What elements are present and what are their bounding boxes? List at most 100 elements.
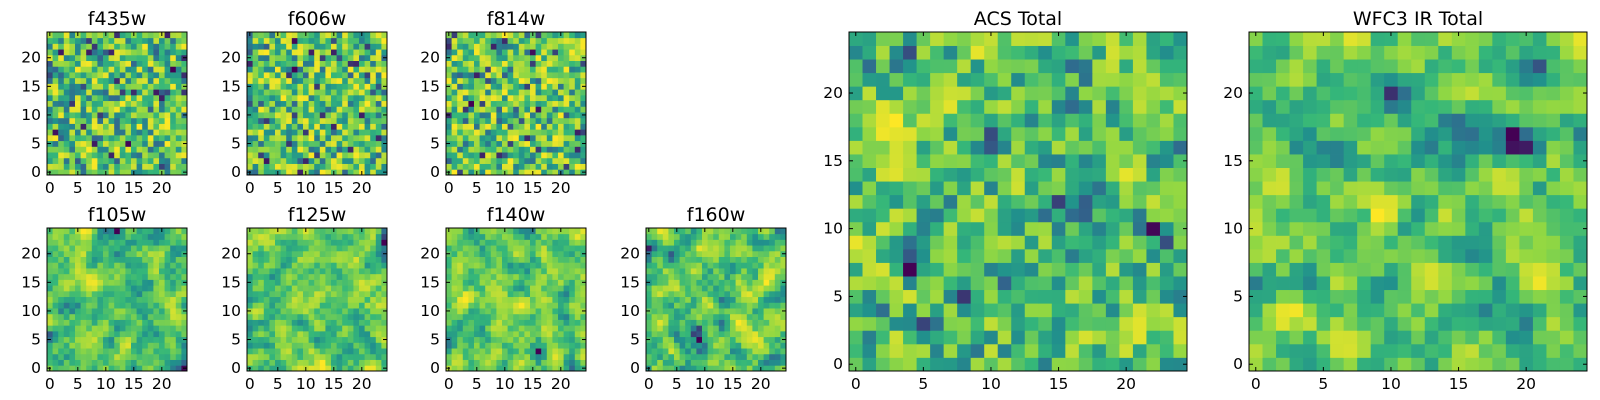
heatmap-cell	[275, 302, 281, 309]
heatmap-cell	[530, 43, 536, 50]
heatmap-cell	[125, 290, 132, 298]
heatmap-cell	[769, 330, 776, 338]
heatmap-cell	[159, 342, 165, 349]
heatmap-cell	[780, 228, 787, 235]
heatmap-cell	[170, 117, 177, 124]
heatmap-cell	[147, 353, 154, 360]
x-tick-label-f160w: 15	[723, 375, 743, 393]
heatmap-cell	[657, 325, 664, 332]
heatmap-cell	[569, 32, 576, 39]
heatmap-cell	[159, 279, 165, 286]
heatmap-cell	[297, 106, 304, 113]
heatmap-cell	[674, 245, 680, 252]
heatmap-cell	[286, 37, 293, 44]
heatmap-cell	[446, 94, 452, 102]
heatmap-cell	[574, 60, 581, 67]
heatmap-cell	[175, 302, 182, 309]
heatmap-cell	[52, 112, 59, 119]
heatmap-cell	[1092, 167, 1107, 182]
heatmap-cell	[569, 157, 576, 164]
heatmap-cell	[286, 89, 293, 96]
heatmap-cell	[718, 262, 725, 269]
heatmap-cell	[159, 359, 165, 366]
heatmap-cell	[308, 279, 315, 286]
heatmap-cell	[774, 296, 781, 303]
heatmap-cell	[331, 250, 337, 257]
heatmap-cell	[175, 37, 182, 44]
heatmap-cell	[325, 273, 332, 280]
heatmap-cell	[142, 60, 149, 67]
heatmap-cell	[119, 43, 126, 50]
heatmap-cell	[275, 83, 281, 90]
heatmap-cell	[375, 37, 382, 44]
heatmap-cell	[269, 140, 276, 147]
heatmap-cell	[86, 77, 93, 84]
heatmap-cell	[496, 279, 503, 286]
heatmap-cell	[63, 32, 70, 39]
heatmap-cell	[97, 89, 104, 96]
y-tick-label-f140w: 20	[420, 245, 440, 263]
heatmap-cell	[258, 256, 265, 263]
heatmap-cell	[47, 245, 53, 252]
heatmap-cell	[530, 140, 536, 147]
heatmap-cell	[862, 276, 877, 291]
heatmap-cell	[297, 117, 304, 124]
heatmap-cell	[381, 239, 388, 246]
heatmap-cell	[696, 336, 703, 343]
heatmap-cell	[336, 106, 343, 113]
heatmap-cell	[114, 37, 121, 44]
heatmap-cell	[569, 279, 576, 286]
heatmap-cell	[780, 233, 787, 240]
heatmap-cell	[297, 285, 304, 292]
heatmap-cell	[513, 77, 520, 84]
heatmap-cell	[291, 336, 298, 343]
heatmap-cell	[997, 303, 1012, 318]
heatmap-cell	[175, 228, 182, 235]
heatmap-cell	[1092, 235, 1107, 250]
heatmap-cell	[359, 94, 365, 102]
heatmap-cell	[353, 365, 360, 372]
heatmap-cell	[275, 94, 281, 102]
heatmap-cell	[997, 357, 1012, 372]
heatmap-cell	[275, 43, 281, 50]
heatmap-cell	[108, 54, 115, 61]
heatmap-cell	[103, 325, 109, 332]
heatmap-cell	[58, 279, 65, 286]
heatmap-cell	[153, 325, 160, 332]
heatmap-cell	[668, 273, 675, 280]
heatmap-cell	[457, 77, 464, 84]
heatmap-cell	[175, 157, 182, 164]
heatmap-cell	[263, 106, 270, 113]
heatmap-cell	[170, 273, 177, 280]
heatmap-cell	[780, 239, 787, 246]
heatmap-cell	[1011, 181, 1026, 196]
heatmap-cell	[80, 325, 87, 332]
heatmap-cell	[314, 54, 321, 61]
heatmap-cell	[97, 239, 104, 246]
heatmap-cell	[114, 279, 121, 286]
heatmap-cell	[303, 123, 309, 130]
heatmap-cell	[103, 262, 109, 269]
heatmap-cell	[170, 245, 177, 252]
heatmap-cell	[97, 140, 104, 147]
heatmap-cell	[496, 365, 503, 372]
heatmap-cell	[131, 302, 137, 309]
heatmap-cell	[119, 262, 126, 269]
heatmap-cell	[1011, 262, 1026, 277]
heatmap-cell	[696, 233, 703, 240]
heatmap-cell	[569, 262, 576, 269]
heatmap-cell	[485, 157, 492, 164]
heatmap-cell	[58, 239, 65, 246]
heatmap-cell	[903, 181, 917, 196]
heatmap-cell	[997, 167, 1012, 182]
heatmap-cell	[252, 233, 259, 240]
heatmap-cell	[518, 106, 525, 113]
heatmap-cell	[47, 94, 53, 102]
heatmap-cell	[175, 325, 182, 332]
heatmap-cell	[763, 279, 770, 286]
heatmap-cell	[558, 157, 564, 164]
heatmap-cell	[462, 245, 469, 252]
heatmap-cell	[164, 239, 171, 246]
heatmap-cell	[741, 308, 748, 315]
heatmap-cell	[75, 296, 81, 303]
